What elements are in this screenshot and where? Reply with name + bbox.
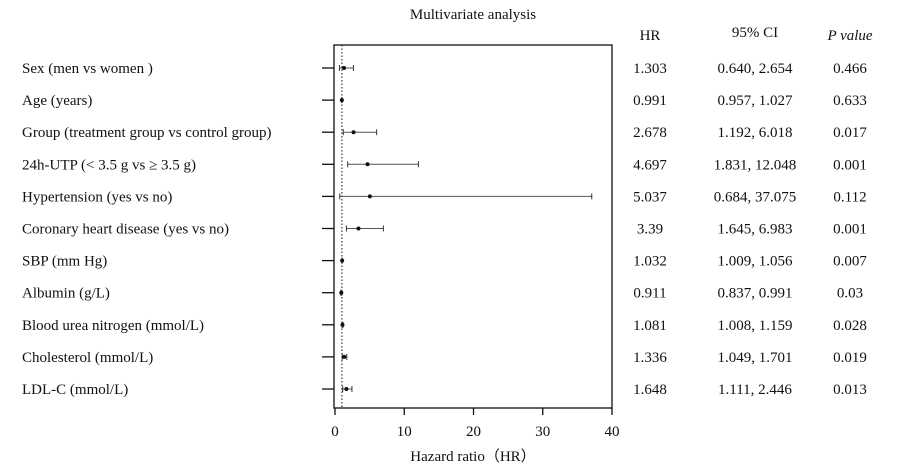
- p-value: 0.03: [837, 286, 863, 302]
- ci-value: 1.831, 12.048: [714, 157, 797, 173]
- hr-value: 1.081: [633, 318, 667, 334]
- p-value: 0.013: [833, 382, 867, 398]
- p-value: 0.007: [833, 254, 867, 270]
- ci-value: 1.192, 6.018: [718, 125, 793, 141]
- hr-value: 1.648: [633, 382, 667, 398]
- row-label: Sex (men vs women ): [22, 61, 153, 77]
- hr-point: [365, 162, 370, 167]
- x-tick-label: 40: [605, 424, 620, 440]
- hr-value: 4.697: [633, 157, 667, 173]
- row-label: Hypertension (yes vs no): [22, 189, 172, 205]
- hr-value: 1.336: [633, 350, 667, 366]
- hr-point: [340, 258, 345, 263]
- p-value: 0.028: [833, 318, 867, 334]
- row-label: 24h-UTP (< 3.5 g vs ≥ 3.5 g): [22, 157, 196, 173]
- ci-value: 1.008, 1.159: [718, 318, 793, 334]
- p-value: 0.112: [833, 189, 866, 205]
- p-value: 0.001: [833, 222, 867, 238]
- p-value: 0.633: [833, 93, 867, 109]
- chart-title: Multivariate analysis: [410, 7, 536, 23]
- p-value: 0.001: [833, 157, 867, 173]
- ci-value: 1.049, 1.701: [718, 350, 793, 366]
- x-tick-label: 10: [397, 424, 412, 440]
- hr-point: [339, 290, 344, 295]
- p-value: 0.466: [833, 61, 867, 77]
- hr-value: 1.032: [633, 254, 667, 270]
- x-axis-label: Hazard ratio（HR）: [410, 448, 535, 465]
- row-label: Albumin (g/L): [22, 286, 110, 302]
- hr-point: [339, 98, 344, 103]
- hr-value: 3.39: [637, 222, 663, 238]
- hr-value: 0.911: [633, 286, 666, 302]
- x-tick-label: 0: [331, 424, 339, 440]
- hr-value: 0.991: [633, 93, 667, 109]
- ci-value: 0.640, 2.654: [718, 61, 794, 77]
- p-value: 0.017: [833, 125, 867, 141]
- hr-point: [351, 130, 356, 135]
- hr-point: [340, 322, 345, 327]
- hr-point: [367, 194, 372, 199]
- hr-value: 2.678: [633, 125, 667, 141]
- header-ci: 95% CI: [732, 25, 778, 41]
- hr-value: 5.037: [633, 189, 667, 205]
- plot-frame: [333, 44, 613, 409]
- hr-point: [356, 226, 361, 231]
- row-label: Blood urea nitrogen (mmol/L): [22, 318, 204, 334]
- row-label: SBP (mm Hg): [22, 254, 107, 270]
- hr-value: 1.303: [633, 61, 667, 77]
- ci-value: 1.645, 6.983: [718, 222, 793, 238]
- p-value: 0.019: [833, 350, 867, 366]
- row-label: Cholesterol (mmol/L): [22, 350, 153, 366]
- row-label: Coronary heart disease (yes vs no): [22, 222, 229, 238]
- row-label: Age (years): [22, 93, 92, 109]
- ci-value: 0.957, 1.027: [718, 93, 794, 109]
- ci-value: 0.837, 0.991: [718, 286, 793, 302]
- row-label: Group (treatment group vs control group): [22, 125, 272, 141]
- header-hr: HR: [640, 28, 661, 44]
- row-label: LDL-C (mmol/L): [22, 382, 128, 398]
- hr-point: [342, 354, 347, 359]
- x-tick-label: 20: [466, 424, 481, 440]
- hr-point: [342, 66, 347, 70]
- ci-value: 1.009, 1.056: [718, 254, 794, 270]
- ci-value: 1.111, 2.446: [718, 382, 792, 398]
- ci-value: 0.684, 37.075: [714, 189, 797, 205]
- hr-point: [344, 387, 349, 391]
- x-tick-label: 30: [535, 424, 550, 440]
- header-p: P value: [826, 28, 872, 44]
